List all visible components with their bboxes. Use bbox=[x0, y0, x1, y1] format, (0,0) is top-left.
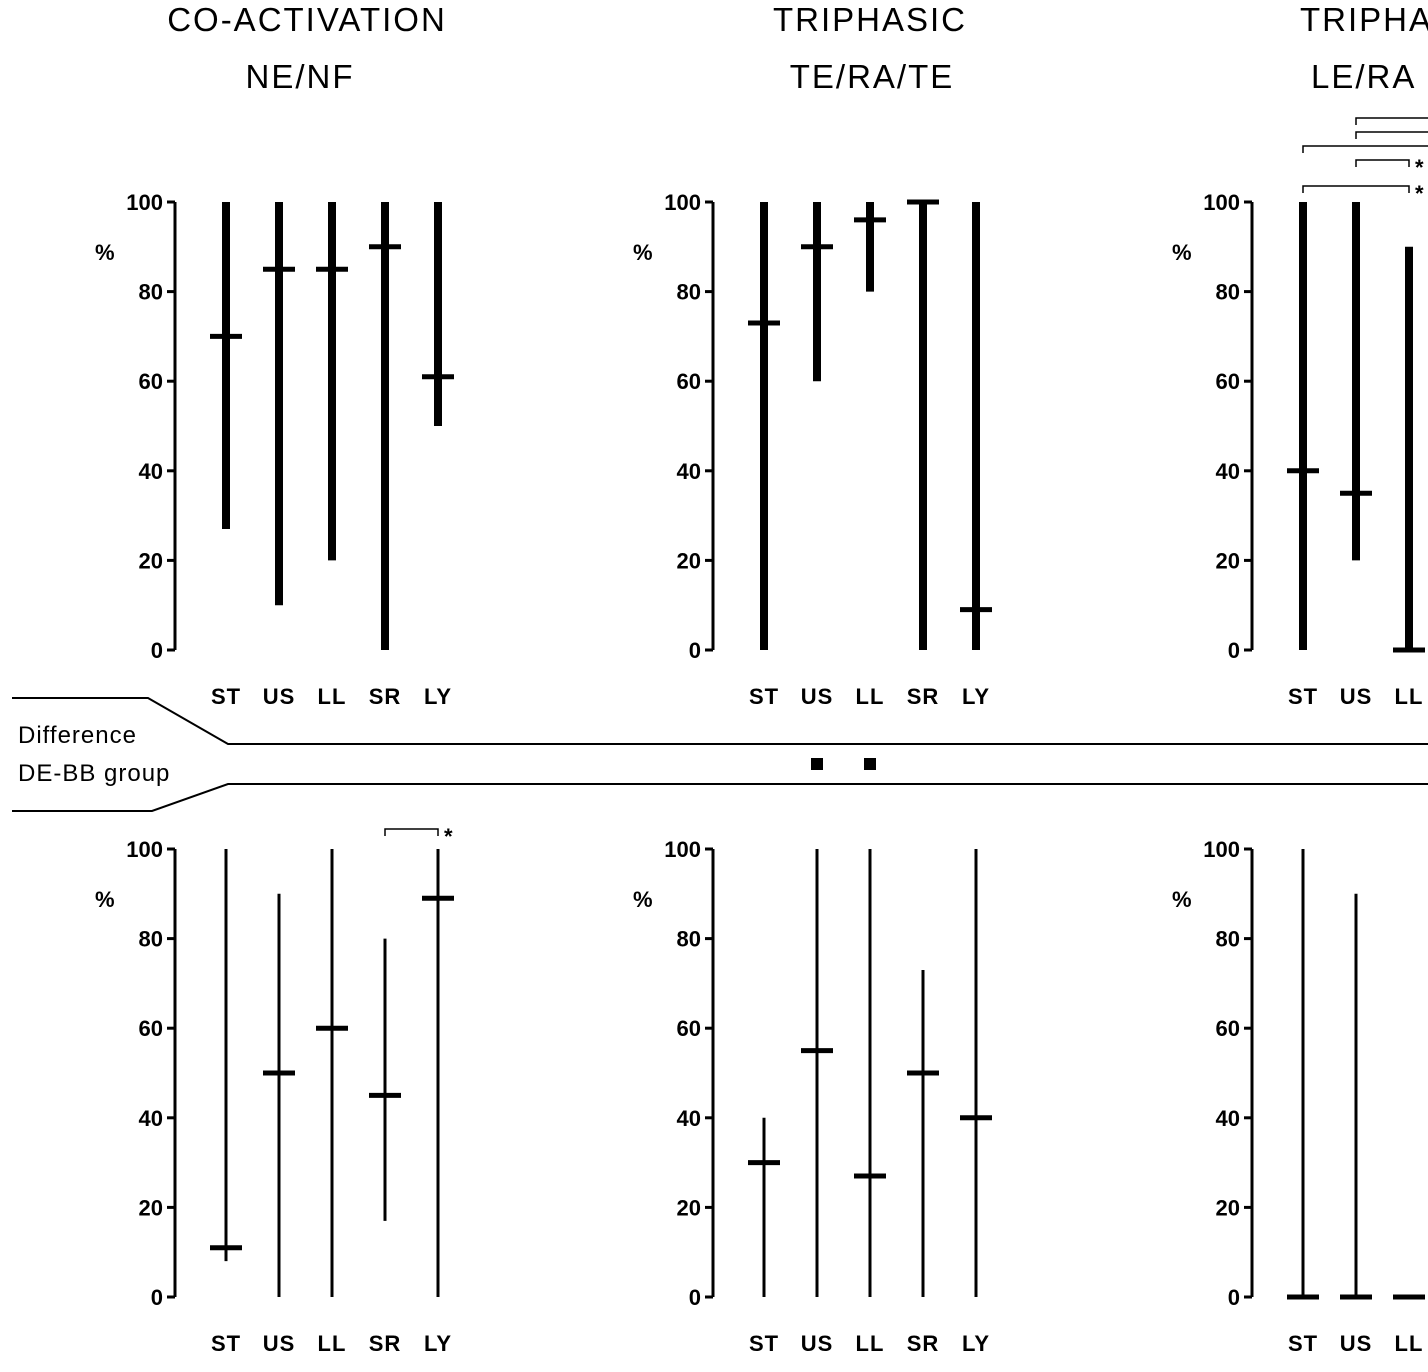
y-tick-label: 60 bbox=[677, 1016, 701, 1041]
x-tick-label: ST bbox=[211, 1331, 241, 1356]
titles: CO-ACTIVATION NE/NF TRIPHASIC TE/RA/TE T… bbox=[167, 1, 1428, 95]
x-tick-label: SR bbox=[907, 1331, 940, 1356]
y-tick-label: 0 bbox=[1228, 1285, 1240, 1310]
panel-subtitle-1: NE/NF bbox=[246, 58, 355, 95]
y-tick-label: 20 bbox=[1216, 1195, 1240, 1220]
y-tick-label: 20 bbox=[139, 1195, 163, 1220]
panel-subtitle-2: TE/RA/TE bbox=[790, 58, 955, 95]
y-tick-label: 20 bbox=[139, 548, 163, 573]
difference-label: Difference bbox=[18, 722, 137, 749]
x-tick-label: ST bbox=[1288, 1331, 1318, 1356]
x-tick-label: US bbox=[1340, 1331, 1373, 1356]
significance-bracket bbox=[384, 828, 439, 836]
difference-marker-LL bbox=[864, 758, 876, 770]
y-tick-label: 100 bbox=[1203, 190, 1240, 215]
panel-title-3: TRIPHASIC bbox=[1300, 1, 1428, 38]
x-tick-label: LL bbox=[318, 1331, 347, 1356]
x-tick-label: SR bbox=[907, 684, 940, 709]
significance-star: * bbox=[444, 824, 453, 849]
y-tick-label: 60 bbox=[139, 1016, 163, 1041]
y-tick-label: 100 bbox=[664, 837, 701, 862]
significance-bracket bbox=[1355, 131, 1428, 139]
x-tick-label: US bbox=[801, 684, 834, 709]
y-tick-label: 100 bbox=[126, 837, 163, 862]
x-tick-label: LY bbox=[962, 684, 990, 709]
x-tick-label: US bbox=[801, 1331, 834, 1356]
y-tick-label: 60 bbox=[1216, 369, 1240, 394]
y-tick-label: 80 bbox=[1216, 280, 1240, 305]
panel-title-1: CO-ACTIVATION bbox=[167, 1, 447, 38]
y-tick-label: 80 bbox=[677, 927, 701, 952]
x-tick-label: LY bbox=[424, 1331, 452, 1356]
y-tick-label: 80 bbox=[139, 927, 163, 952]
y-tick-label: 40 bbox=[139, 1106, 163, 1131]
y-tick-label: 0 bbox=[689, 1285, 701, 1310]
y-tick-label: 40 bbox=[1216, 459, 1240, 484]
x-tick-label: LL bbox=[856, 1331, 885, 1356]
chart-bottom-1: 0 20 40 60 80 100% ST US LL SR LY * bbox=[95, 824, 454, 1356]
y-tick-label: 20 bbox=[1216, 548, 1240, 573]
x-tick-label: LL bbox=[318, 684, 347, 709]
significance-bracket bbox=[1355, 117, 1428, 125]
x-tick-label: LY bbox=[424, 684, 452, 709]
x-tick-label: LL bbox=[856, 684, 885, 709]
y-tick-label: 60 bbox=[677, 369, 701, 394]
y-tick-label: 40 bbox=[1216, 1106, 1240, 1131]
x-tick-label: LY bbox=[962, 1331, 990, 1356]
chart-top-2: 0 20 40 60 80 100% ST US LL SR LY bbox=[633, 190, 992, 709]
chart-bottom-3: 0 20 40 60 80 100% ST US LL bbox=[1172, 837, 1425, 1356]
chart-top-3: 0 20 40 60 80 100% ST US LL ** bbox=[1172, 117, 1428, 709]
panel-title-2: TRIPHASIC bbox=[773, 1, 967, 38]
y-axis-label: % bbox=[633, 240, 653, 265]
x-tick-label: ST bbox=[749, 1331, 779, 1356]
y-tick-label: 40 bbox=[139, 459, 163, 484]
x-tick-label: ST bbox=[749, 684, 779, 709]
y-tick-label: 0 bbox=[1228, 638, 1240, 663]
y-axis-label: % bbox=[1172, 240, 1192, 265]
y-tick-label: 0 bbox=[151, 1285, 163, 1310]
chart-bottom-2: 0 20 40 60 80 100% ST US LL SR LY bbox=[633, 837, 992, 1356]
x-tick-label: US bbox=[263, 684, 296, 709]
y-tick-label: 100 bbox=[126, 190, 163, 215]
band-bottom-line bbox=[12, 783, 1428, 812]
y-tick-label: 100 bbox=[1203, 837, 1240, 862]
x-tick-label: LL bbox=[1395, 684, 1424, 709]
y-tick-label: 40 bbox=[677, 1106, 701, 1131]
x-tick-label: US bbox=[1340, 684, 1373, 709]
group-label: DE-BB group bbox=[18, 760, 170, 787]
chart-top-1: 0 20 40 60 80 100% ST US LL SR LY bbox=[95, 190, 454, 709]
y-tick-label: 20 bbox=[677, 1195, 701, 1220]
y-tick-label: 20 bbox=[677, 548, 701, 573]
significance-bracket bbox=[1302, 185, 1410, 193]
y-axis-label: % bbox=[95, 240, 115, 265]
y-tick-label: 0 bbox=[151, 638, 163, 663]
y-tick-label: 80 bbox=[677, 280, 701, 305]
x-tick-label: SR bbox=[369, 684, 402, 709]
x-tick-label: ST bbox=[1288, 684, 1318, 709]
significance-bracket bbox=[1355, 159, 1410, 167]
significance-star: * bbox=[1415, 181, 1424, 206]
x-tick-label: US bbox=[263, 1331, 296, 1356]
y-tick-label: 80 bbox=[1216, 927, 1240, 952]
y-tick-label: 60 bbox=[139, 369, 163, 394]
y-axis-label: % bbox=[95, 887, 115, 912]
y-tick-label: 60 bbox=[1216, 1016, 1240, 1041]
band-top-line bbox=[12, 697, 1428, 745]
y-tick-label: 100 bbox=[664, 190, 701, 215]
x-tick-label: LL bbox=[1395, 1331, 1424, 1356]
y-axis-label: % bbox=[633, 887, 653, 912]
x-tick-label: ST bbox=[211, 684, 241, 709]
y-axis-label: % bbox=[1172, 887, 1192, 912]
y-tick-label: 40 bbox=[677, 459, 701, 484]
difference-band: Difference DE-BB group bbox=[12, 697, 1428, 812]
difference-marker-US bbox=[811, 758, 823, 770]
y-tick-label: 0 bbox=[689, 638, 701, 663]
x-tick-label: SR bbox=[369, 1331, 402, 1356]
panel-subtitle-3: LE/RA bbox=[1311, 58, 1416, 95]
y-tick-label: 80 bbox=[139, 280, 163, 305]
significance-bracket bbox=[1302, 145, 1428, 153]
significance-star: * bbox=[1415, 155, 1424, 180]
